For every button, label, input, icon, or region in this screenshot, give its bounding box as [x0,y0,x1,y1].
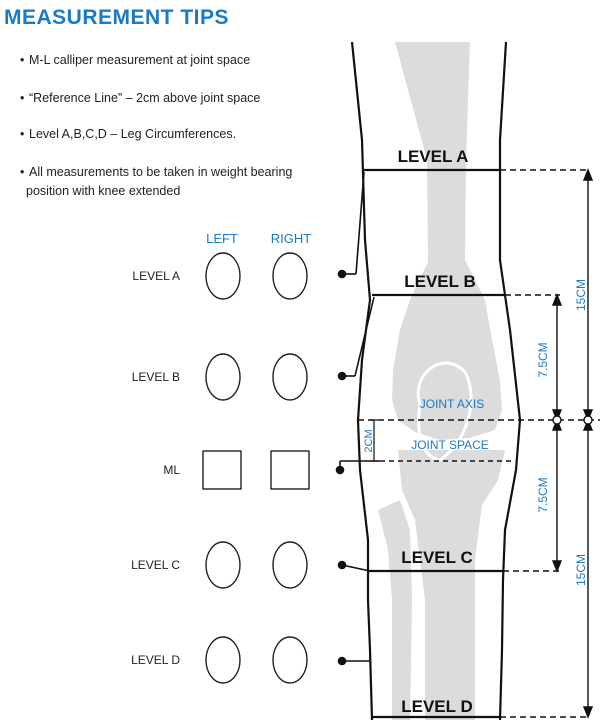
tip-text-continued: position with knee extended [26,184,181,198]
row-label-level-d: LEVEL D [131,653,180,667]
row-label-ml: ML [163,463,180,477]
connectors [335,171,380,666]
left-square-ml [202,450,242,490]
leg-label-level-d: LEVEL D [401,697,472,716]
dimension-75cm-upper [551,293,563,422]
left-circle-level-a [205,252,241,300]
dim-label-15cm-lower: 15CM [574,554,588,586]
column-left-header: LEFT [206,231,238,246]
bone-silhouette [378,42,505,720]
tibia-shape [398,450,505,720]
dimension-75cm-lower [551,418,563,573]
bullet-icon: • [20,53,25,67]
dimension-15cm-upper [582,168,594,422]
row-label-level-c: LEVEL C [131,558,180,572]
tip-text: “Reference Line” – 2cm above joint space [29,91,261,105]
dim-label-15cm-upper: 15CM [574,279,588,311]
bullet-icon: • [20,165,25,179]
joint-axis-label: JOINT AXIS [420,397,484,411]
dimension-15cm-lower [582,418,594,719]
left-circle-level-b [205,353,241,401]
tip-text: M-L calliper measurement at joint space [29,53,251,67]
tip-item: • All measurements to be taken in weight … [20,163,292,181]
axis-marker-outer [583,415,593,425]
fibula-shape [378,500,412,720]
right-circle-level-b [272,353,308,401]
bullet-icon: • [20,127,25,141]
femur-shape [392,42,502,440]
row-label-level-a: LEVEL A [132,269,180,283]
left-circle-level-c [205,541,241,589]
tip-text: Level A,B,C,D – Leg Circumferences. [29,127,237,141]
left-circle-level-d [205,636,241,684]
dim-label-2cm: 2CM [363,429,375,452]
tip-item: • Level A,B,C,D – Leg Circumferences. [20,125,236,143]
leg-label-level-b: LEVEL B [404,272,475,291]
right-square-ml [270,450,310,490]
bullet-icon: • [20,91,25,105]
leg-outline-left [350,41,374,721]
tip-item: • “Reference Line” – 2cm above joint spac… [20,89,260,107]
column-right-header: RIGHT [271,231,312,246]
page-title: MEASUREMENT TIPS [4,6,230,29]
row-label-level-b: LEVEL B [132,370,180,384]
tip-item: • M-L calliper measurement at joint space [20,51,250,69]
right-circle-level-a [272,252,308,300]
joint-space-label: JOINT SPACE [411,438,489,452]
tip-text: All measurements to be taken in weight b… [29,165,293,179]
patella-outline [416,361,473,462]
axis-marker-inner [552,415,562,425]
leg-outline-right [498,41,522,721]
leg-label-level-a: LEVEL A [398,147,469,166]
dim-label-75cm-lower: 7.5CM [536,477,550,512]
dim-label-75cm-upper: 7.5CM [536,342,550,377]
right-circle-level-c [272,541,308,589]
right-circle-level-d [272,636,308,684]
measurement-shapes [202,252,310,684]
leg-label-level-c: LEVEL C [401,548,472,567]
